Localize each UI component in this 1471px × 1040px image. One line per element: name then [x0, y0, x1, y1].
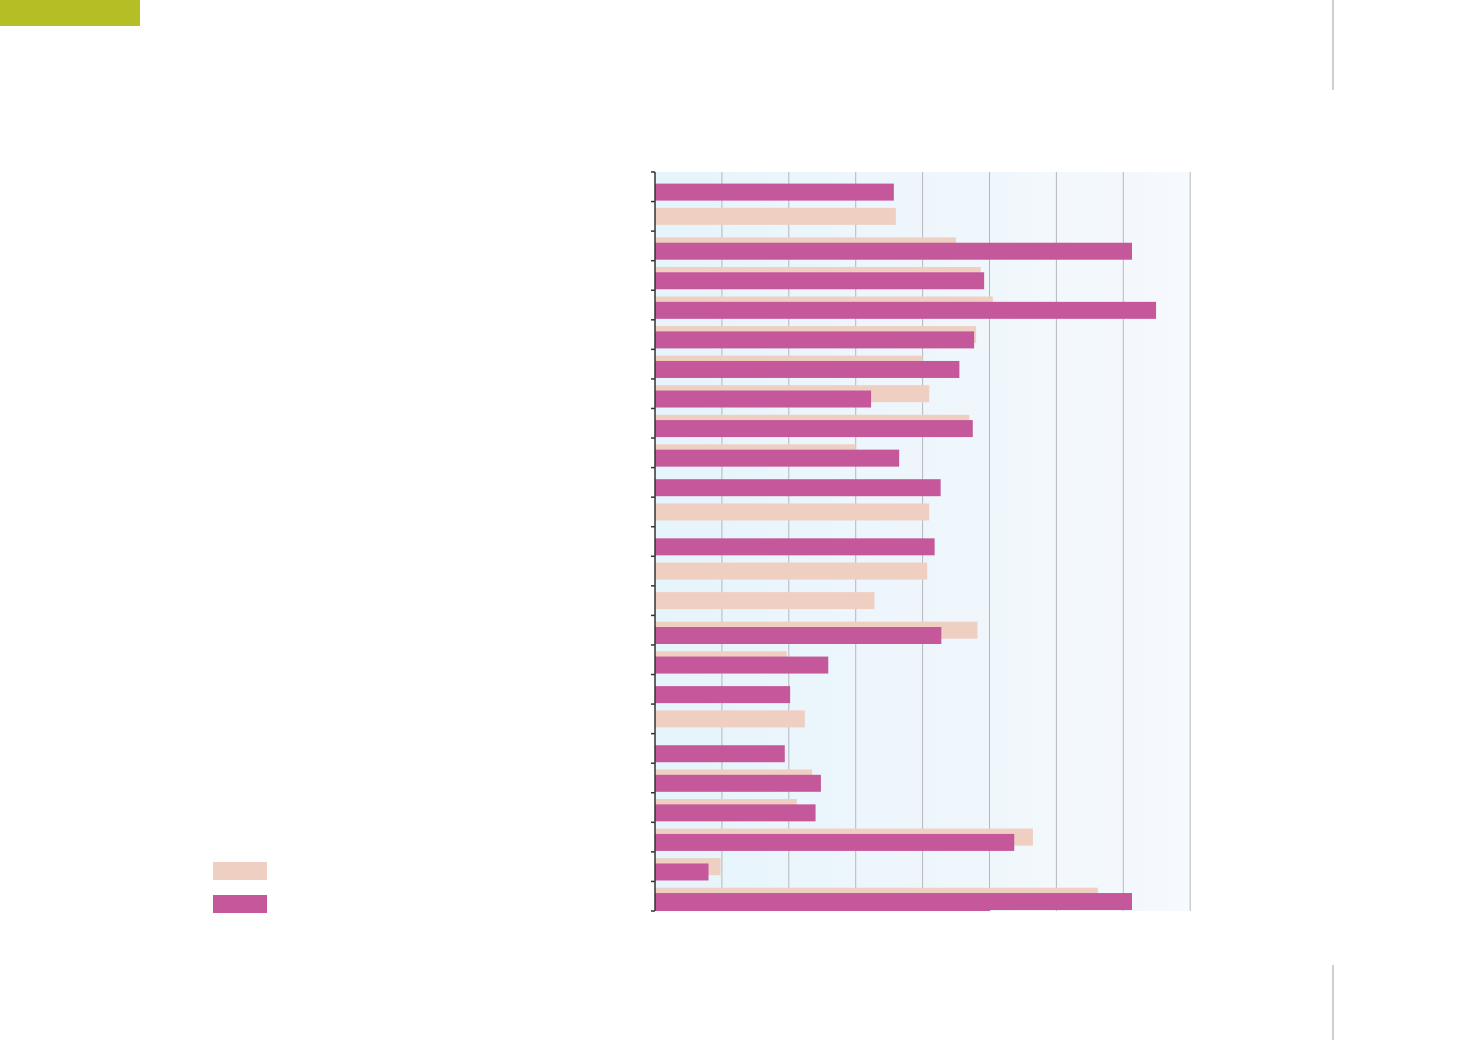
bar-series-2: [655, 627, 942, 645]
legend-swatch-series-2: [213, 895, 267, 913]
bar-series-2: [655, 449, 900, 467]
bar-series-2: [655, 774, 821, 792]
bar-series-2: [655, 479, 941, 497]
bar-series-2: [655, 894, 991, 911]
margin-rule-bottom: [1332, 965, 1334, 1040]
bar-series-2: [655, 360, 960, 378]
bar-series-2: [655, 301, 1157, 319]
bar-series-1: [655, 592, 875, 610]
bar-series-2: [655, 686, 791, 704]
bar-series-2: [655, 331, 975, 349]
bar-series-1: [655, 562, 928, 580]
legend-swatch-series-1: [213, 862, 267, 880]
bar-series-2: [655, 242, 1132, 260]
y-axis: [651, 171, 656, 912]
bar-series-2: [655, 745, 785, 763]
bar-series-2: [655, 863, 709, 881]
bar-series-2: [655, 656, 829, 674]
bar-series-2: [655, 272, 985, 290]
bar-series-2: [655, 833, 1015, 851]
bar-series-1: [655, 207, 896, 225]
bar-series-2: [655, 390, 872, 408]
bar-series-1: [655, 503, 930, 521]
accent-tab: [0, 0, 140, 26]
bar-series-2: [655, 420, 973, 438]
bar-series-2: [655, 538, 935, 556]
bar-series-2: [655, 183, 894, 201]
margin-rule-top: [1332, 0, 1334, 90]
bar-series-1: [655, 710, 805, 728]
bar-series-2: [655, 804, 816, 822]
bars: [655, 183, 1157, 911]
